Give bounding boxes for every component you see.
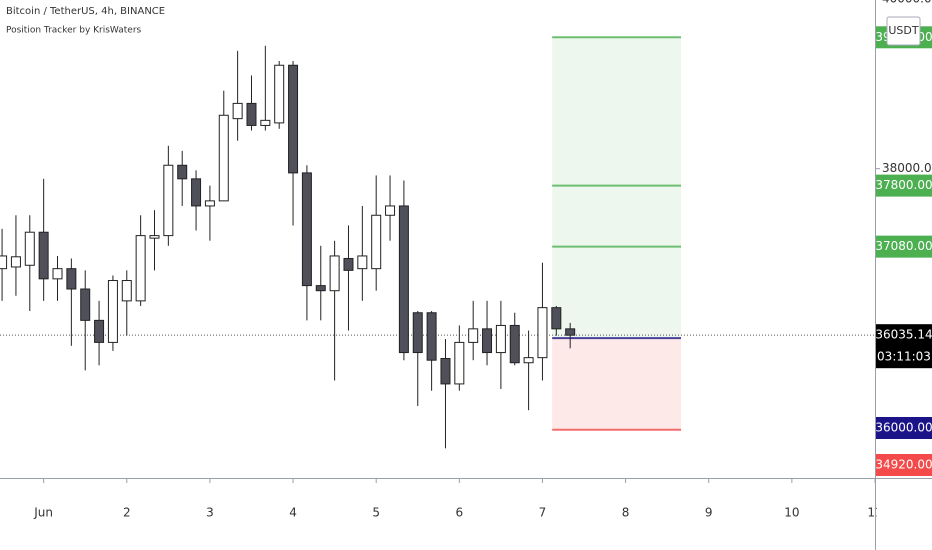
candle-body bbox=[565, 328, 576, 336]
candle-body bbox=[121, 280, 132, 302]
x-tick-label: 7 bbox=[539, 506, 547, 520]
candle-body bbox=[38, 231, 49, 280]
candle-body bbox=[454, 341, 465, 385]
candle-body bbox=[24, 231, 35, 266]
currency-box[interactable] bbox=[886, 16, 921, 46]
candle-body bbox=[66, 268, 77, 290]
countdown-label: 03:11:03 bbox=[877, 350, 931, 364]
chart-title: Bitcoin / TetherUS, 4h, BINANCE bbox=[6, 6, 165, 17]
candle-body bbox=[177, 164, 188, 180]
candle-body bbox=[94, 319, 105, 343]
stop-label: 34920.00 bbox=[875, 458, 932, 472]
candle-body bbox=[107, 280, 118, 343]
candle-body bbox=[385, 205, 396, 216]
candle-body bbox=[551, 307, 562, 330]
candle-body bbox=[357, 255, 368, 270]
candle-body bbox=[10, 256, 21, 268]
candle-body bbox=[80, 288, 91, 321]
candle-body bbox=[398, 205, 409, 354]
entry-label: 36000.00 bbox=[875, 421, 932, 435]
candle-body bbox=[191, 178, 202, 207]
x-tick-label: Jun bbox=[33, 506, 53, 520]
price-axis: 38000.0040000.0039550.0037800.0037080.00… bbox=[875, 0, 932, 476]
candle-body bbox=[343, 257, 354, 271]
candle-body bbox=[218, 114, 229, 202]
x-tick-label: 11 bbox=[867, 506, 882, 520]
candle-body bbox=[412, 312, 423, 354]
candle-body bbox=[371, 214, 382, 270]
y-tick-label: 40000.00 bbox=[882, 0, 932, 6]
candle-body bbox=[523, 357, 534, 364]
y-tick-label: 38000.00 bbox=[882, 161, 932, 175]
x-tick-label: 8 bbox=[622, 506, 630, 520]
candle-body bbox=[0, 255, 8, 270]
candle-body bbox=[204, 200, 215, 207]
x-axis: Jun 2 3 4 5 6 7 8 9 10 11 bbox=[33, 478, 882, 520]
take-profit-label: 37080.00 bbox=[875, 239, 932, 253]
plot-area bbox=[0, 36, 875, 449]
candle-body bbox=[232, 102, 243, 120]
candle-body bbox=[288, 64, 299, 174]
candle-body bbox=[246, 102, 257, 126]
candle-body bbox=[315, 285, 326, 292]
currency-badge[interactable]: USDT bbox=[886, 16, 921, 46]
last-price-label: 36035.14 bbox=[875, 328, 932, 342]
candle-body bbox=[495, 324, 506, 354]
candle-body bbox=[301, 172, 312, 287]
candle-body bbox=[149, 235, 160, 239]
profit-zone bbox=[552, 37, 682, 339]
x-tick-label: 3 bbox=[206, 506, 214, 520]
x-tick-label: 5 bbox=[372, 506, 380, 520]
stop-label-box bbox=[876, 454, 932, 476]
candle-body bbox=[329, 255, 340, 292]
candle-body bbox=[440, 358, 451, 385]
candle-body bbox=[509, 324, 520, 364]
candle-body bbox=[52, 268, 63, 280]
candle-body bbox=[260, 119, 271, 126]
candle-body bbox=[135, 235, 146, 302]
candle-body bbox=[426, 312, 437, 361]
last-price-box bbox=[876, 324, 932, 369]
candle-body bbox=[274, 64, 285, 124]
take-profit-label: 37800.00 bbox=[875, 178, 932, 192]
currency-label[interactable]: USDT bbox=[888, 24, 919, 37]
take-profit-label-box bbox=[876, 235, 932, 258]
x-tick-label: 2 bbox=[123, 506, 131, 520]
chart-subtitle: Position Tracker by KrisWaters bbox=[6, 26, 142, 36]
take-profit-label-box bbox=[876, 174, 932, 197]
x-tick-label: 10 bbox=[784, 506, 799, 520]
x-tick-label: 9 bbox=[705, 506, 713, 520]
candle-body bbox=[468, 328, 479, 343]
candle-body bbox=[163, 164, 174, 237]
loss-zone bbox=[552, 338, 682, 430]
candle-body bbox=[537, 307, 548, 359]
x-tick-label: 6 bbox=[456, 506, 464, 520]
entry-label-box bbox=[876, 417, 932, 439]
x-tick-label: 4 bbox=[289, 506, 297, 520]
candle-body bbox=[482, 328, 493, 354]
